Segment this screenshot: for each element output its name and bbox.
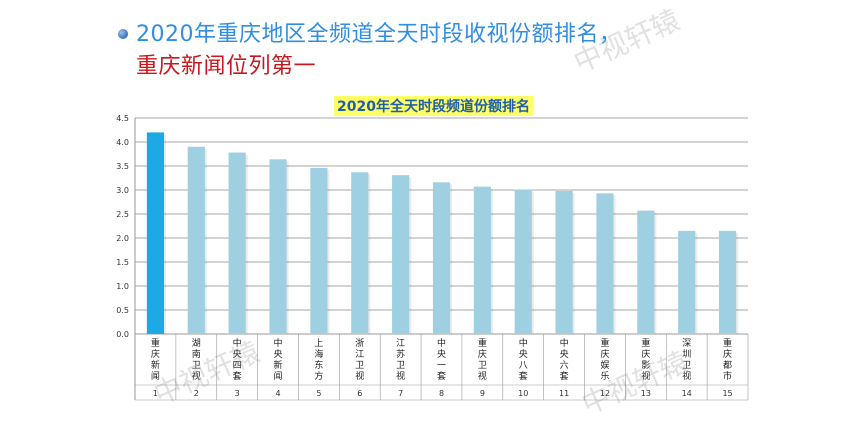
bar (228, 152, 246, 334)
x-category-label: 浙江卫视 (355, 337, 364, 382)
x-rank-label: 15 (722, 389, 732, 398)
x-rank-label: 12 (600, 389, 610, 398)
x-rank-label: 4 (275, 389, 280, 398)
slide-header: 2020年重庆地区全频道全天时段收视份额排名， 重庆新闻位列第一 (0, 0, 855, 95)
y-tick-label: 4.0 (116, 138, 129, 147)
x-category-label: 重庆卫视 (478, 337, 487, 382)
x-category-label: 中央一套 (437, 337, 446, 382)
x-category-label: 深圳卫视 (682, 338, 691, 382)
bar (392, 175, 410, 334)
y-tick-label: 4.5 (116, 114, 129, 123)
y-tick-label: 3.5 (116, 162, 129, 171)
bar (187, 146, 205, 334)
bar (310, 167, 328, 334)
bar (432, 182, 451, 334)
bar (555, 190, 573, 334)
bar (514, 189, 532, 334)
x-rank-label: 8 (439, 389, 444, 398)
x-category-label: 重庆影视 (641, 337, 650, 382)
x-rank-label: 6 (357, 389, 362, 398)
y-tick-label: 2.5 (116, 210, 129, 219)
x-rank-label: 14 (682, 389, 692, 398)
bar (596, 193, 614, 334)
x-rank-label: 5 (316, 389, 321, 398)
bar (678, 230, 696, 334)
x-category-label: 重庆新闻 (151, 337, 160, 382)
x-rank-label: 2 (194, 389, 199, 398)
x-category-label: 重庆娱乐 (600, 337, 609, 382)
x-category-label: 中央四套 (233, 337, 242, 382)
bullet-dot-icon (118, 29, 128, 39)
y-tick-label: 0.0 (116, 330, 129, 339)
x-rank-label: 11 (559, 389, 569, 398)
x-category-label: 中央八套 (519, 337, 528, 382)
x-category-label: 重庆都市 (723, 337, 732, 382)
x-rank-label: 7 (398, 389, 403, 398)
x-category-label: 上海东方 (314, 338, 323, 382)
y-tick-label: 0.5 (116, 306, 129, 315)
y-tick-label: 1.5 (116, 258, 129, 267)
bar (637, 210, 655, 334)
bar (146, 132, 165, 334)
x-category-label: 湖南卫视 (192, 338, 201, 382)
bar-chart: 0.0 0.5 1.0 1.5 2.0 2.5 3.0 3.5 4.0 4.5 重庆新闻 湖南卫视 中央… (116, 114, 749, 401)
x-rank-label: 13 (641, 389, 651, 398)
bar (269, 159, 287, 334)
x-rank-label: 9 (480, 389, 485, 398)
y-tick-label: 2.0 (116, 234, 129, 243)
x-category-label: 中央新闻 (274, 337, 283, 382)
chart-title: 2020年全天时段频道份额排名 (334, 96, 533, 116)
x-category-label: 江苏卫视 (396, 338, 405, 382)
x-rank-label: 10 (518, 389, 528, 398)
x-rank-label: 1 (153, 389, 158, 398)
bar (718, 230, 737, 334)
y-tick-label: 3.0 (116, 186, 129, 195)
bar (473, 186, 491, 334)
x-category-label: 中央六套 (560, 337, 569, 382)
y-tick-label: 1.0 (116, 282, 129, 291)
headline-line-1: 2020年重庆地区全频道全天时段收视份额排名， (136, 22, 622, 47)
bar (351, 172, 369, 334)
headline-line-2: 重庆新闻位列第一 (136, 54, 317, 79)
x-rank-label: 3 (235, 389, 240, 398)
